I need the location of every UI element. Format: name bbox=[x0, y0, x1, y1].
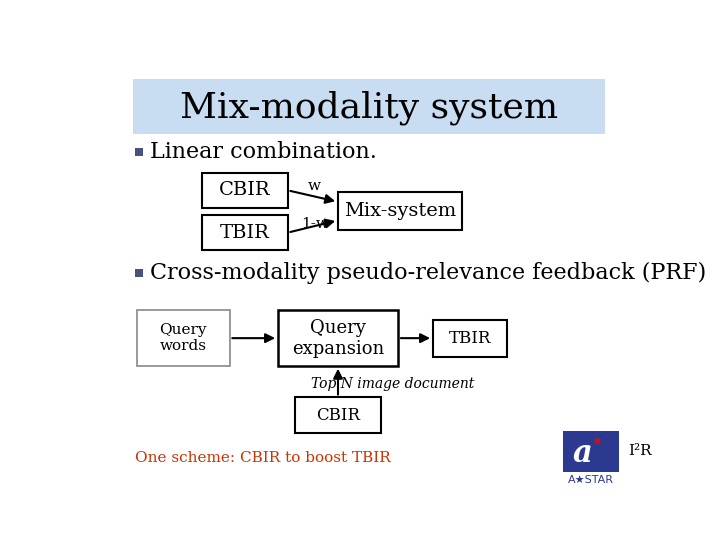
Text: w: w bbox=[308, 179, 321, 193]
Text: 1-w: 1-w bbox=[301, 217, 329, 231]
Text: CBIR: CBIR bbox=[219, 181, 271, 199]
Text: One scheme: CBIR to boost TBIR: One scheme: CBIR to boost TBIR bbox=[135, 450, 391, 464]
Text: TBIR: TBIR bbox=[220, 224, 270, 242]
Bar bbox=[132, 79, 606, 134]
Text: Mix-system: Mix-system bbox=[344, 202, 456, 220]
Text: CBIR: CBIR bbox=[316, 407, 360, 424]
Bar bbox=[202, 215, 287, 251]
Text: Linear combination.: Linear combination. bbox=[150, 141, 377, 163]
Text: I²R: I²R bbox=[628, 444, 652, 458]
Bar bbox=[137, 310, 230, 366]
Text: Top N image document: Top N image document bbox=[310, 377, 474, 392]
Text: Query
words: Query words bbox=[159, 323, 207, 353]
Text: A★STAR: A★STAR bbox=[567, 475, 613, 485]
Text: a: a bbox=[573, 438, 593, 469]
Text: Query
expansion: Query expansion bbox=[292, 319, 384, 357]
Text: Cross-modality pseudo-relevance feedback (PRF): Cross-modality pseudo-relevance feedback… bbox=[150, 262, 707, 284]
Bar bbox=[135, 148, 143, 157]
Bar bbox=[202, 173, 287, 208]
Text: TBIR: TBIR bbox=[449, 329, 491, 347]
Bar bbox=[135, 269, 143, 278]
Text: Mix-modality system: Mix-modality system bbox=[180, 91, 558, 125]
Bar bbox=[338, 192, 462, 231]
Bar bbox=[278, 310, 398, 366]
Bar bbox=[563, 430, 618, 472]
Text: ★: ★ bbox=[591, 435, 603, 448]
Bar bbox=[433, 320, 507, 356]
Bar bbox=[295, 397, 381, 433]
